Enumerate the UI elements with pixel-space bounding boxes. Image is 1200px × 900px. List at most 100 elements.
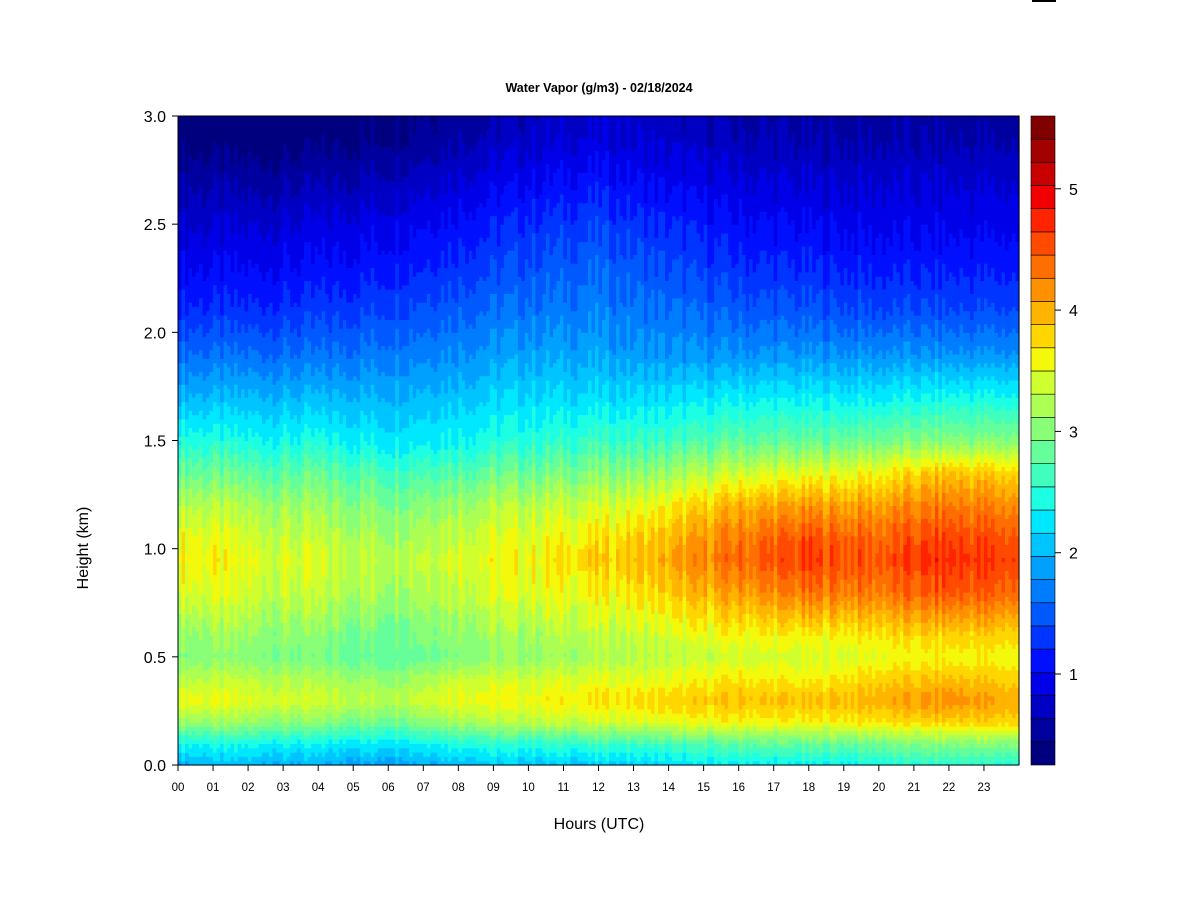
heatmap-cell	[258, 600, 263, 606]
heatmap-cell	[293, 643, 298, 649]
heatmap-cell	[244, 713, 249, 719]
heatmap-cell	[237, 760, 242, 766]
heatmap-cell	[202, 552, 207, 558]
heatmap-cell	[255, 306, 260, 312]
heatmap-cell	[272, 120, 277, 126]
heatmap-cell	[209, 540, 214, 545]
heatmap-cell	[181, 622, 186, 628]
heatmap-cell	[195, 423, 200, 429]
heatmap-cell	[195, 297, 200, 303]
heatmap-cell	[258, 211, 263, 217]
heatmap-cell	[220, 483, 225, 489]
heatmap-cell	[258, 656, 263, 662]
heatmap-cell	[255, 617, 260, 623]
heatmap-cell	[265, 708, 270, 714]
heatmap-cell	[230, 128, 235, 134]
heatmap-cell	[237, 154, 242, 160]
heatmap-cell	[206, 328, 211, 333]
heatmap-cell	[269, 436, 274, 442]
heatmap-cell	[286, 648, 291, 654]
heatmap-cell	[265, 695, 270, 701]
heatmap-cell	[258, 319, 263, 325]
heatmap-cell	[241, 760, 246, 766]
heatmap-cell	[181, 695, 186, 701]
heatmap-cell	[255, 700, 260, 706]
heatmap-cell	[237, 747, 242, 753]
heatmap-cell	[220, 254, 225, 260]
heatmap-cell	[279, 505, 284, 511]
heatmap-cell	[178, 293, 183, 299]
heatmap-cell	[216, 254, 221, 260]
heatmap-cell	[276, 583, 281, 589]
heatmap-cell	[216, 258, 221, 264]
heatmap-cell	[286, 371, 291, 377]
heatmap-cell	[230, 141, 235, 147]
heatmap-cell	[185, 700, 190, 706]
heatmap-cell	[178, 544, 183, 550]
heatmap-cell	[248, 418, 253, 424]
heatmap-cell	[195, 159, 200, 165]
heatmap-cell	[276, 674, 281, 680]
heatmap-cell	[230, 535, 235, 541]
heatmap-cell	[265, 263, 270, 269]
heatmap-cell	[181, 466, 186, 472]
heatmap-cell	[188, 708, 193, 714]
heatmap-cell	[255, 691, 260, 697]
heatmap-cell	[202, 591, 207, 597]
heatmap-cell	[255, 250, 260, 256]
heatmap-cell	[255, 453, 260, 459]
heatmap-cell	[286, 137, 291, 143]
heatmap-cell	[269, 124, 274, 130]
heatmap-cell	[234, 176, 239, 182]
heatmap-cell	[255, 613, 260, 619]
heatmap-cell	[178, 392, 183, 398]
heatmap-cell	[227, 700, 232, 706]
heatmap-cell	[223, 583, 228, 589]
heatmap-cell	[199, 622, 204, 628]
heatmap-cell	[258, 427, 263, 433]
heatmap-cell	[209, 284, 214, 290]
heatmap-cell	[227, 630, 232, 636]
heatmap-cell	[251, 384, 256, 390]
heatmap-cell	[241, 362, 246, 368]
heatmap-cell	[262, 258, 267, 264]
heatmap-cell	[286, 665, 291, 671]
heatmap-cell	[237, 293, 242, 299]
heatmap-cell	[251, 431, 256, 437]
heatmap-cell	[244, 237, 249, 243]
heatmap-cell	[265, 565, 270, 571]
heatmap-cell	[216, 661, 221, 667]
heatmap-cell	[272, 652, 277, 658]
heatmap-cell	[202, 271, 207, 277]
heatmap-cell	[283, 211, 288, 217]
heatmap-cell	[262, 141, 267, 147]
heatmap-cell	[279, 254, 284, 260]
heatmap-cell	[220, 315, 225, 320]
heatmap-cell	[255, 431, 260, 437]
heatmap-cell	[244, 488, 249, 494]
heatmap-cell	[241, 622, 246, 628]
heatmap-cell	[251, 661, 256, 667]
heatmap-cell	[185, 384, 190, 390]
heatmap-cell	[178, 431, 183, 437]
heatmap-cell	[237, 315, 242, 320]
heatmap-cell	[181, 743, 186, 749]
heatmap-cell	[181, 159, 186, 165]
heatmap-cell	[223, 284, 228, 290]
heatmap-cell	[230, 154, 235, 160]
heatmap-cell	[251, 678, 256, 684]
heatmap-cell	[241, 626, 246, 632]
heatmap-cell	[237, 730, 242, 736]
heatmap-cell	[258, 604, 263, 610]
heatmap-cell	[178, 704, 183, 710]
heatmap-cell	[276, 604, 281, 610]
heatmap-cell	[272, 457, 277, 463]
heatmap-cell	[209, 760, 214, 766]
heatmap-cell	[209, 185, 214, 191]
heatmap-cell	[262, 687, 267, 693]
heatmap-cell	[255, 466, 260, 472]
heatmap-cell	[185, 462, 190, 468]
heatmap-cell	[251, 743, 256, 749]
heatmap-cell	[265, 570, 270, 576]
heatmap-cell	[234, 224, 239, 230]
